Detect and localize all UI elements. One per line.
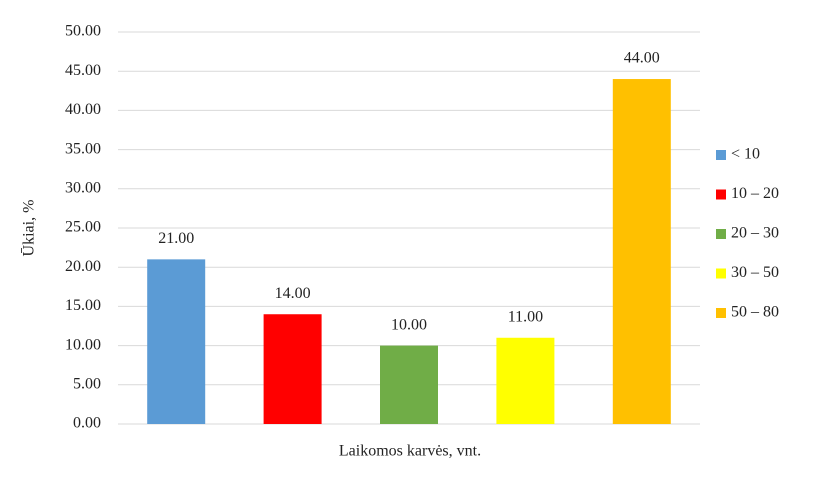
x-axis-label: Laikomos karvės, vnt. — [339, 443, 481, 460]
data-label: 11.00 — [508, 308, 543, 325]
data-label: 14.00 — [275, 285, 311, 302]
legend-label: 20 – 30 — [731, 225, 779, 242]
data-label: 10.00 — [391, 316, 427, 333]
y-tick-label: 40.00 — [65, 101, 101, 118]
y-tick-label: 25.00 — [65, 219, 101, 236]
y-axis-label: Ūkiai, % — [21, 200, 38, 257]
legend-swatch — [716, 150, 726, 160]
y-tick-label: 15.00 — [65, 297, 101, 314]
legend-label: 30 – 50 — [731, 264, 779, 281]
bar — [147, 259, 206, 424]
y-tick-label: 50.00 — [65, 23, 101, 40]
y-tick-label: 30.00 — [65, 179, 101, 196]
bar — [496, 337, 555, 424]
y-tick-label: 0.00 — [73, 415, 101, 432]
y-tick-label: 35.00 — [65, 140, 101, 157]
bar — [380, 345, 438, 424]
y-tick-label: 45.00 — [65, 62, 101, 79]
legend-label: 10 – 20 — [731, 185, 779, 202]
bar — [263, 314, 322, 424]
y-tick-label: 10.00 — [65, 336, 101, 353]
legend-swatch — [716, 189, 726, 200]
legend-swatch — [716, 229, 726, 239]
legend-label: 50 – 80 — [731, 304, 779, 321]
legend-label: < 10 — [731, 146, 760, 163]
legend-swatch — [716, 308, 726, 318]
y-tick-label: 20.00 — [65, 258, 101, 275]
data-label: 44.00 — [624, 50, 660, 67]
y-tick-label: 5.00 — [73, 375, 101, 392]
data-label: 21.00 — [158, 230, 194, 247]
legend-swatch — [716, 268, 726, 279]
bar — [612, 79, 671, 424]
